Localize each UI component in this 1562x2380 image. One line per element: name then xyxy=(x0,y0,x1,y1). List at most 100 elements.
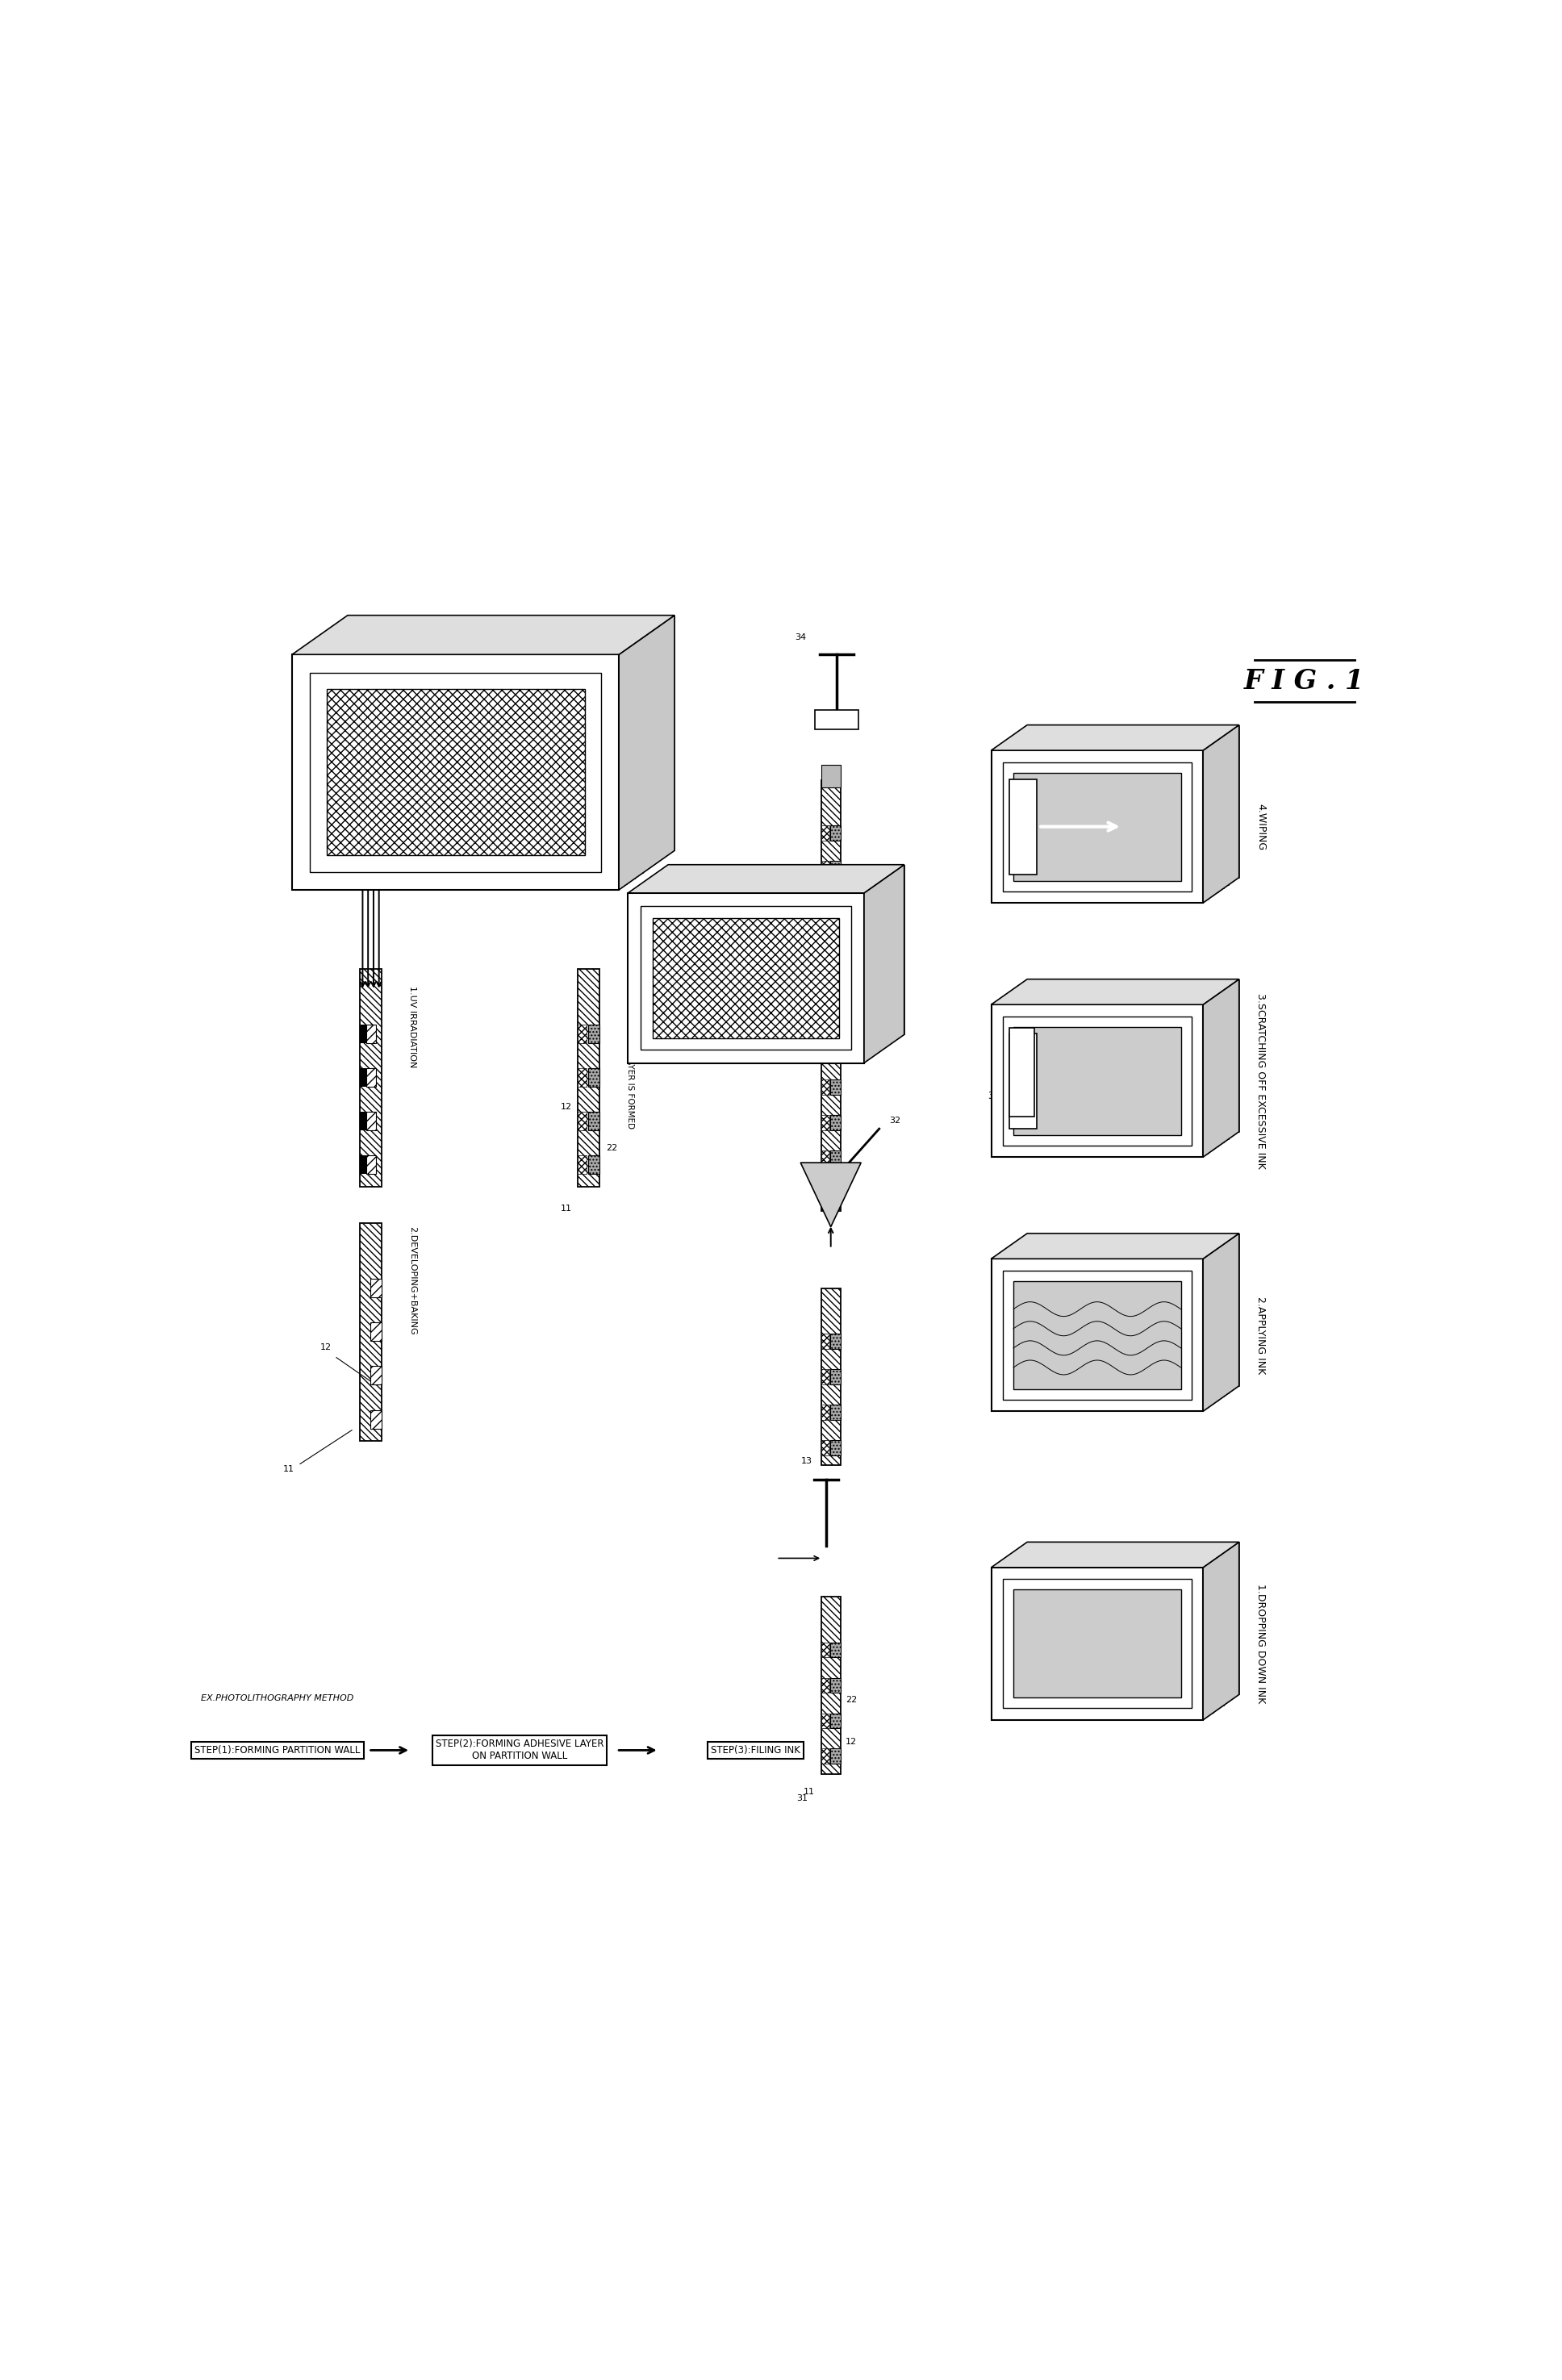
Polygon shape xyxy=(316,638,642,873)
Text: EX.PHOTOLITHOGRAPHY METHOD: EX.PHOTOLITHOGRAPHY METHOD xyxy=(201,1695,355,1702)
Bar xyxy=(359,1223,381,1440)
Bar xyxy=(367,1069,376,1088)
Bar xyxy=(1014,1026,1181,1135)
Bar xyxy=(589,1111,600,1130)
Polygon shape xyxy=(1017,1549,1229,1702)
Polygon shape xyxy=(662,869,898,1038)
Bar xyxy=(1014,774,1181,881)
Polygon shape xyxy=(1022,1238,1234,1390)
Text: 13: 13 xyxy=(801,1457,812,1466)
Bar xyxy=(822,1597,840,1773)
Bar xyxy=(831,1114,840,1130)
Polygon shape xyxy=(1012,735,1223,888)
Bar xyxy=(1014,1590,1181,1697)
Bar xyxy=(822,1185,829,1202)
Polygon shape xyxy=(1203,978,1239,1157)
Text: 11: 11 xyxy=(804,1787,815,1797)
Bar xyxy=(831,1678,840,1692)
Polygon shape xyxy=(348,616,675,850)
Bar xyxy=(822,1749,829,1764)
Polygon shape xyxy=(992,1004,1203,1157)
Bar xyxy=(831,897,840,912)
Polygon shape xyxy=(992,1233,1239,1259)
Bar xyxy=(359,1111,367,1130)
Bar xyxy=(578,1111,587,1130)
Bar xyxy=(822,781,840,957)
Text: 31: 31 xyxy=(997,1645,1009,1656)
Bar xyxy=(822,1368,829,1385)
Bar xyxy=(370,1409,381,1428)
Bar xyxy=(822,1440,829,1454)
Polygon shape xyxy=(1028,1542,1239,1695)
Bar xyxy=(831,1440,840,1454)
Polygon shape xyxy=(639,885,876,1054)
Polygon shape xyxy=(776,969,823,983)
Polygon shape xyxy=(1028,978,1239,1133)
Bar xyxy=(822,764,840,788)
Polygon shape xyxy=(1203,1233,1239,1411)
Text: 33a: 33a xyxy=(987,1090,1006,1102)
Polygon shape xyxy=(1022,1545,1234,1699)
Polygon shape xyxy=(339,621,667,857)
Polygon shape xyxy=(992,726,1239,750)
Bar xyxy=(822,826,829,840)
Bar xyxy=(822,1678,829,1692)
Bar xyxy=(1009,1028,1034,1116)
Text: 12: 12 xyxy=(561,1102,572,1111)
Bar xyxy=(822,1288,840,1466)
Polygon shape xyxy=(645,881,881,1052)
Polygon shape xyxy=(997,1254,1207,1407)
Bar xyxy=(370,1278,381,1297)
Bar xyxy=(1014,1026,1181,1135)
Bar xyxy=(822,1404,829,1418)
Polygon shape xyxy=(323,633,651,866)
Bar xyxy=(822,1150,829,1166)
Bar xyxy=(653,919,839,1038)
Polygon shape xyxy=(656,873,893,1042)
Polygon shape xyxy=(1017,1240,1229,1392)
Text: 34: 34 xyxy=(795,633,806,640)
Polygon shape xyxy=(1006,995,1218,1147)
Bar xyxy=(359,969,381,1188)
Polygon shape xyxy=(992,1542,1239,1568)
Polygon shape xyxy=(669,864,904,1035)
Bar xyxy=(815,709,859,728)
Polygon shape xyxy=(1001,997,1214,1150)
Bar xyxy=(367,1111,376,1130)
Text: 3.SCRATCHING OFF EXCESSIVE INK: 3.SCRATCHING OFF EXCESSIVE INK xyxy=(1256,992,1267,1169)
Polygon shape xyxy=(619,616,675,890)
Polygon shape xyxy=(1001,1561,1214,1714)
Polygon shape xyxy=(1022,983,1234,1135)
Polygon shape xyxy=(992,750,1203,902)
Polygon shape xyxy=(801,1164,861,1226)
Text: 32: 32 xyxy=(998,1352,1011,1361)
Text: F I G . 1: F I G . 1 xyxy=(1243,669,1364,695)
Bar xyxy=(367,1026,376,1042)
Polygon shape xyxy=(292,655,619,890)
Bar xyxy=(589,1069,600,1088)
Polygon shape xyxy=(864,864,904,1064)
Text: 22: 22 xyxy=(606,1145,617,1152)
Bar xyxy=(326,688,584,854)
Bar xyxy=(1014,1280,1181,1390)
Bar xyxy=(311,674,601,871)
Bar xyxy=(578,969,600,1188)
Text: STEP(2):FORMING ADHESIVE LAYER
ON PARTITION WALL: STEP(2):FORMING ADHESIVE LAYER ON PARTIT… xyxy=(436,1740,604,1761)
Bar xyxy=(1014,774,1181,881)
Bar xyxy=(367,1157,376,1173)
Text: 12: 12 xyxy=(320,1345,331,1352)
Polygon shape xyxy=(992,978,1239,1004)
Polygon shape xyxy=(628,864,904,892)
Polygon shape xyxy=(1006,1247,1218,1399)
Polygon shape xyxy=(1012,990,1223,1142)
Bar xyxy=(1003,1271,1192,1399)
Bar xyxy=(359,1026,367,1042)
Text: 12: 12 xyxy=(845,1737,856,1747)
Bar xyxy=(640,907,851,1050)
Bar xyxy=(822,1019,840,1042)
Polygon shape xyxy=(1012,1245,1223,1397)
Text: 1.UV IRRADIATION: 1.UV IRRADIATION xyxy=(408,985,417,1066)
Text: BP ON WHICH ADHESIVE LAYER IS FORMED: BP ON WHICH ADHESIVE LAYER IS FORMED xyxy=(626,947,634,1128)
Bar xyxy=(831,1749,840,1764)
Polygon shape xyxy=(292,616,675,655)
